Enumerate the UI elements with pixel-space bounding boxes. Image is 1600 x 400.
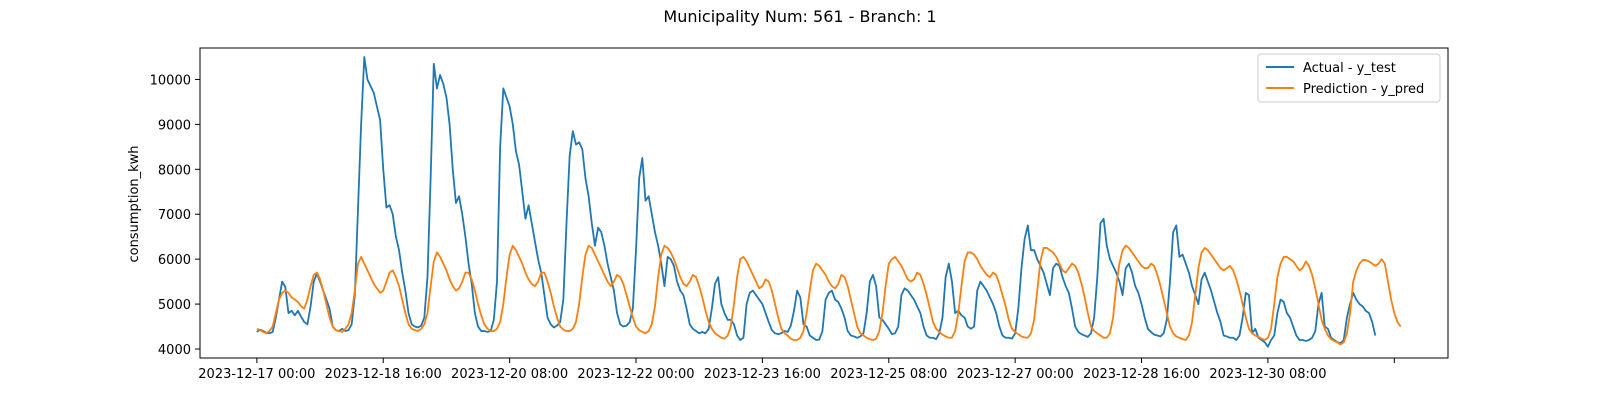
- y-tick-label: 9000: [158, 118, 191, 133]
- y-axis-label: consumption_kwh: [127, 145, 142, 262]
- legend-frame: [1257, 53, 1441, 103]
- x-tick-label: 2023-12-18 16:00: [325, 367, 442, 382]
- series-line-prediction: [256, 244, 1402, 346]
- y-tick-label: 10000: [150, 73, 191, 88]
- series-layer: [256, 56, 1402, 348]
- plot-frame: [199, 47, 1449, 359]
- legend-label-prediction: Prediction - y_pred: [1303, 82, 1424, 97]
- legend: Actual - y_test Prediction - y_pred: [1257, 53, 1441, 103]
- x-tick-label: 2023-12-28 16:00: [1083, 367, 1200, 382]
- y-tick-label: 7000: [158, 208, 191, 223]
- x-tick-label: 2023-12-22 00:00: [577, 367, 694, 382]
- y-tick-label: 6000: [158, 253, 191, 268]
- y-axis: 4000 5000 6000 7000 8000 9000 10000: [150, 73, 200, 358]
- y-tick-label: 8000: [158, 163, 191, 178]
- x-tick-label: 2023-12-17 00:00: [198, 367, 315, 382]
- x-tick-label: 2023-12-30 08:00: [1209, 367, 1326, 382]
- x-axis: 2023-12-17 00:00 2023-12-18 16:00 2023-12-…: [198, 358, 1395, 382]
- x-tick-label: 2023-12-25 08:00: [830, 367, 947, 382]
- plot-area: [199, 47, 1449, 359]
- x-tick-label: 2023-12-27 00:00: [957, 367, 1074, 382]
- legend-label-actual: Actual - y_test: [1303, 61, 1396, 76]
- x-tick-label: 2023-12-20 08:00: [451, 367, 568, 382]
- x-tick-label: 2023-12-23 16:00: [704, 367, 821, 382]
- chart-title: Municipality Num: 561 - Branch: 1: [663, 7, 936, 26]
- y-tick-label: 4000: [158, 343, 191, 358]
- series-line-actual: [256, 56, 1377, 348]
- y-tick-label: 5000: [158, 298, 191, 313]
